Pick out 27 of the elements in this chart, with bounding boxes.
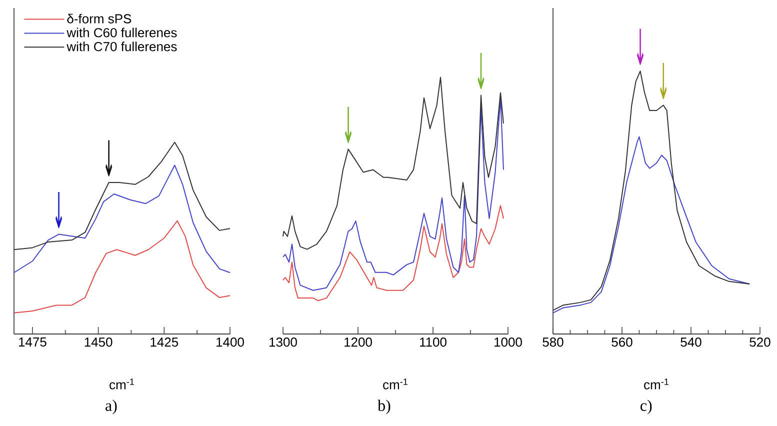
annotation: ↓	[56, 192, 62, 228]
annotation: ↓	[660, 62, 667, 100]
x-tick-label: 560	[612, 338, 632, 347]
text: c)	[640, 400, 652, 414]
x-tick-label: 1425	[150, 338, 178, 347]
x-axis-title: cm$^{-1}$	[644, 378, 668, 390]
annotation: ↓	[106, 140, 112, 176]
x-tick-label: 1300	[270, 338, 297, 347]
x-tick-label: 1100	[420, 338, 446, 347]
x-axis-title: cm$^{-1}$	[383, 378, 408, 390]
text: a)	[106, 400, 117, 414]
x-tick-label: 1000	[494, 338, 522, 347]
x-axis-title: cm$^{-1}$	[110, 378, 134, 390]
x-tick-label: 1475	[18, 338, 46, 347]
x-tick-label: 580	[542, 338, 564, 347]
legend-label: with C70 fullerenes	[66, 42, 177, 52]
text: b)	[378, 400, 390, 414]
x-tick-label: 1400	[216, 338, 244, 347]
annotation: ↓	[478, 52, 484, 90]
annotation: ↓	[637, 28, 644, 65]
x-tick-label: 520	[750, 338, 770, 347]
legend-label: with C60 fullerenes	[66, 28, 177, 38]
x-tick-label: 1200	[344, 338, 372, 347]
x-tick-label: 1450	[84, 338, 112, 347]
legend-label: δ-form sPS	[67, 14, 132, 24]
annotation: ↓	[344, 106, 352, 143]
x-tick-label: 540	[680, 338, 702, 347]
